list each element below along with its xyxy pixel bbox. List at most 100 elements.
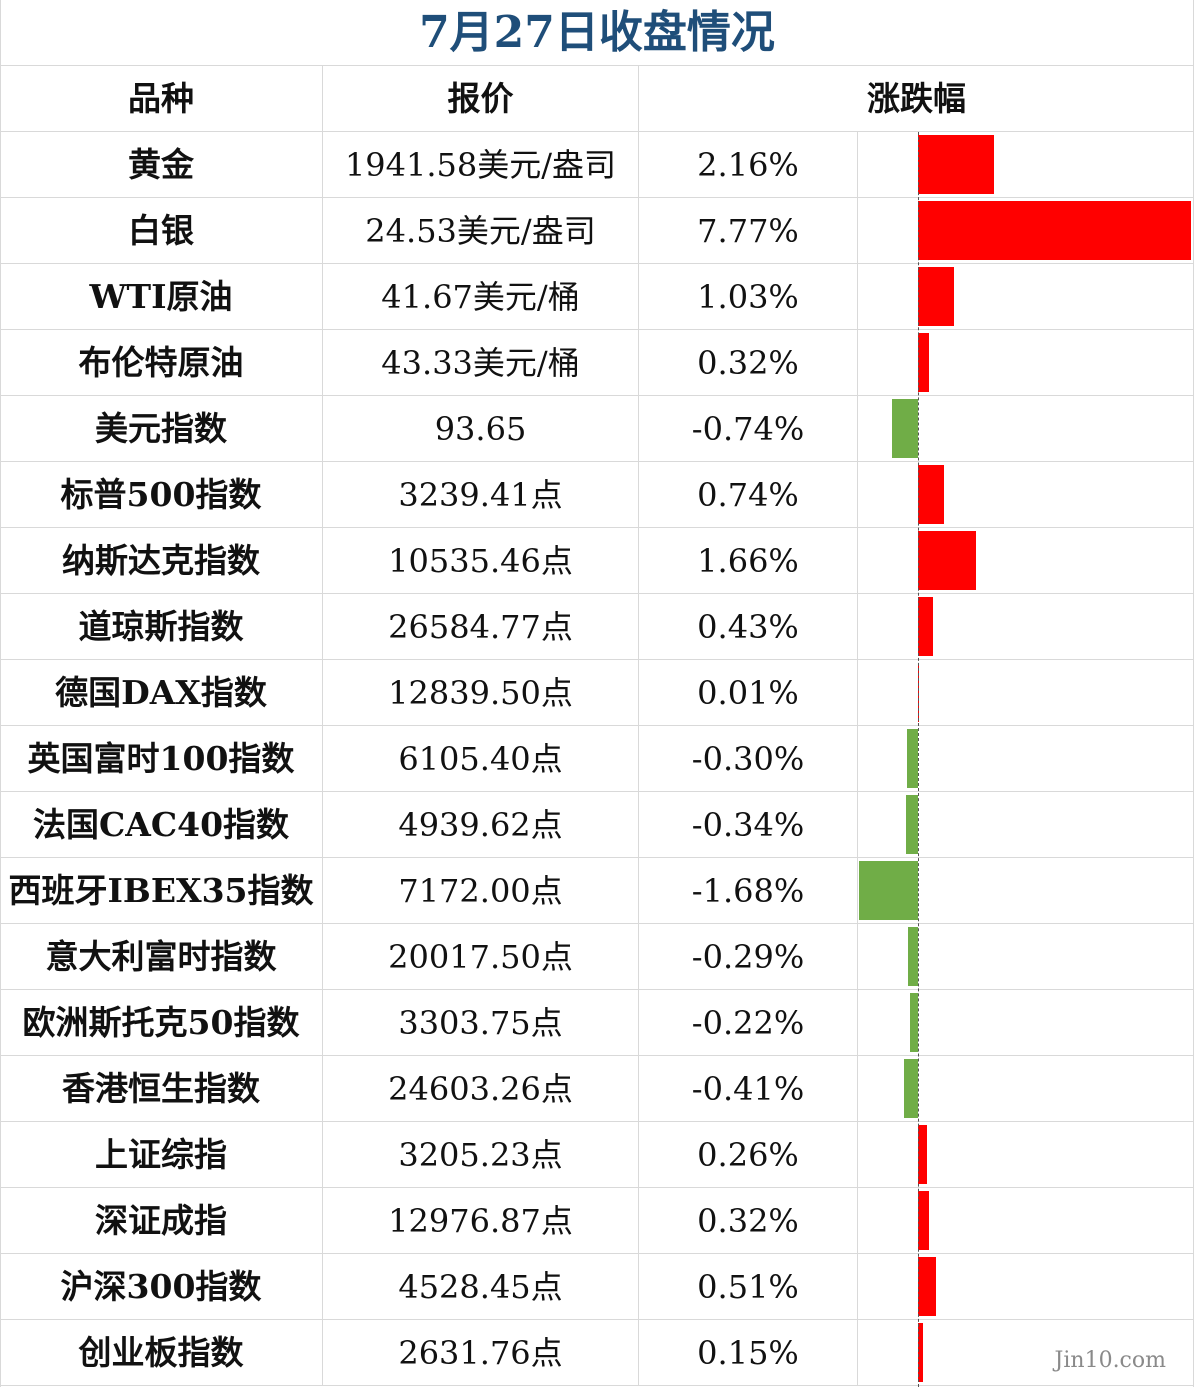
instrument-name: 上证综指 (0, 1122, 323, 1188)
table-row: 上证综指 3205.23点 0.26% (0, 1122, 1194, 1188)
instrument-change: -0.41% (639, 1056, 858, 1122)
instrument-price: 4939.62点 (323, 792, 639, 858)
instrument-name: 香港恒生指数 (0, 1056, 323, 1122)
table-row: 白银 24.53美元/盎司 7.77% (0, 198, 1194, 264)
table-header-row: 品种 报价 涨跌幅 (0, 66, 1194, 132)
instrument-name: 白银 (0, 198, 323, 264)
change-bar-down (910, 993, 918, 1052)
instrument-price: 93.65 (323, 396, 639, 462)
instrument-price: 6105.40点 (323, 726, 639, 792)
change-bar-down (892, 399, 918, 458)
instrument-price: 7172.00点 (323, 858, 639, 924)
instrument-name: 意大利富时指数 (0, 924, 323, 990)
instrument-change: -0.74% (639, 396, 858, 462)
table-row: 布伦特原油 43.33美元/桶 0.32% (0, 330, 1194, 396)
instrument-price: 3205.23点 (323, 1122, 639, 1188)
instrument-change: -0.34% (639, 792, 858, 858)
instrument-name: 西班牙IBEX35指数 (0, 858, 323, 924)
header-name: 品种 (0, 66, 323, 132)
instrument-name: 黄金 (0, 132, 323, 198)
instrument-price: 12839.50点 (323, 660, 639, 726)
change-bar-up (918, 267, 955, 326)
instrument-change: 1.66% (639, 528, 858, 594)
table-row: 香港恒生指数 24603.26点 -0.41% (0, 1056, 1194, 1122)
instrument-name: 沪深300指数 (0, 1254, 323, 1320)
table-row: 欧洲斯托克50指数 3303.75点 -0.22% (0, 990, 1194, 1056)
instrument-name: 标普500指数 (0, 462, 323, 528)
change-bar-up (918, 1125, 928, 1184)
instrument-price: 24.53美元/盎司 (323, 198, 639, 264)
table-row: 深证成指 12976.87点 0.32% (0, 1188, 1194, 1254)
instrument-change: -1.68% (639, 858, 858, 924)
instrument-name: WTI原油 (0, 264, 323, 330)
table-row: WTI原油 41.67美元/桶 1.03% (0, 264, 1194, 330)
instrument-price: 1941.58美元/盎司 (323, 132, 639, 198)
change-bar-down (906, 795, 918, 854)
instrument-price: 3303.75点 (323, 990, 639, 1056)
table-row: 沪深300指数 4528.45点 0.51% (0, 1254, 1194, 1320)
instrument-price: 10535.46点 (323, 528, 639, 594)
change-bar-up (918, 597, 934, 656)
table-row: 黄金 1941.58美元/盎司 2.16% (0, 132, 1194, 198)
instrument-change: 2.16% (639, 132, 858, 198)
change-bar-down (907, 729, 918, 788)
table-row: 美元指数 93.65 -0.74% (0, 396, 1194, 462)
table-row: 西班牙IBEX35指数 7172.00点 -1.68% (0, 858, 1194, 924)
watermark: Jin10.com (1054, 1348, 1166, 1373)
change-bar-down (907, 927, 918, 986)
table-row: 法国CAC40指数 4939.62点 -0.34% (0, 792, 1194, 858)
instrument-change: 0.74% (639, 462, 858, 528)
change-bar-up (918, 1323, 924, 1382)
instrument-name: 欧洲斯托克50指数 (0, 990, 323, 1056)
instrument-change: 7.77% (639, 198, 858, 264)
instrument-price: 26584.77点 (323, 594, 639, 660)
instrument-price: 12976.87点 (323, 1188, 639, 1254)
change-bar-up (918, 201, 1191, 260)
table-row: 道琼斯指数 26584.77点 0.43% (0, 594, 1194, 660)
instrument-change: 0.32% (639, 330, 858, 396)
instrument-name: 纳斯达克指数 (0, 528, 323, 594)
instrument-change: 0.32% (639, 1188, 858, 1254)
header-change: 涨跌幅 (867, 79, 966, 118)
header-price: 报价 (323, 66, 639, 132)
zero-axis-line (918, 132, 919, 1387)
instrument-name: 布伦特原油 (0, 330, 323, 396)
instrument-name: 创业板指数 (0, 1320, 323, 1386)
instrument-price: 41.67美元/桶 (323, 264, 639, 330)
instrument-price: 24603.26点 (323, 1056, 639, 1122)
change-bar-down (903, 1059, 918, 1118)
instrument-name: 德国DAX指数 (0, 660, 323, 726)
table-row: 纳斯达克指数 10535.46点 1.66% (0, 528, 1194, 594)
instrument-name: 美元指数 (0, 396, 323, 462)
instrument-change: 0.15% (639, 1320, 858, 1386)
instrument-change: -0.29% (639, 924, 858, 990)
table-row: 英国富时100指数 6105.40点 -0.30% (0, 726, 1194, 792)
instrument-change: -0.22% (639, 990, 858, 1056)
table-row: 创业板指数 2631.76点 0.15% (0, 1320, 1194, 1386)
page-title: 7月27日收盘情况 (0, 0, 1194, 66)
instrument-name: 英国富时100指数 (0, 726, 323, 792)
instrument-price: 2631.76点 (323, 1320, 639, 1386)
table-row: 标普500指数 3239.41点 0.74% (0, 462, 1194, 528)
change-bar-up (918, 531, 977, 590)
instrument-price: 3239.41点 (323, 462, 639, 528)
instrument-name: 法国CAC40指数 (0, 792, 323, 858)
change-bar-up (918, 135, 994, 194)
instrument-change: -0.30% (639, 726, 858, 792)
table-row: 德国DAX指数 12839.50点 0.01% (0, 660, 1194, 726)
change-bar-up (918, 333, 930, 392)
instrument-change: 1.03% (639, 264, 858, 330)
table-row: 意大利富时指数 20017.50点 -0.29% (0, 924, 1194, 990)
instrument-price: 4528.45点 (323, 1254, 639, 1320)
change-bar-down (858, 861, 918, 920)
instrument-name: 深证成指 (0, 1188, 323, 1254)
instrument-name: 道琼斯指数 (0, 594, 323, 660)
change-bar-up (918, 465, 944, 524)
instrument-price: 20017.50点 (323, 924, 639, 990)
instrument-change: 0.43% (639, 594, 858, 660)
instrument-change: 0.26% (639, 1122, 858, 1188)
change-bar-up (918, 1257, 936, 1316)
instrument-change: 0.01% (639, 660, 858, 726)
instrument-price: 43.33美元/桶 (323, 330, 639, 396)
change-bar-up (918, 1191, 930, 1250)
